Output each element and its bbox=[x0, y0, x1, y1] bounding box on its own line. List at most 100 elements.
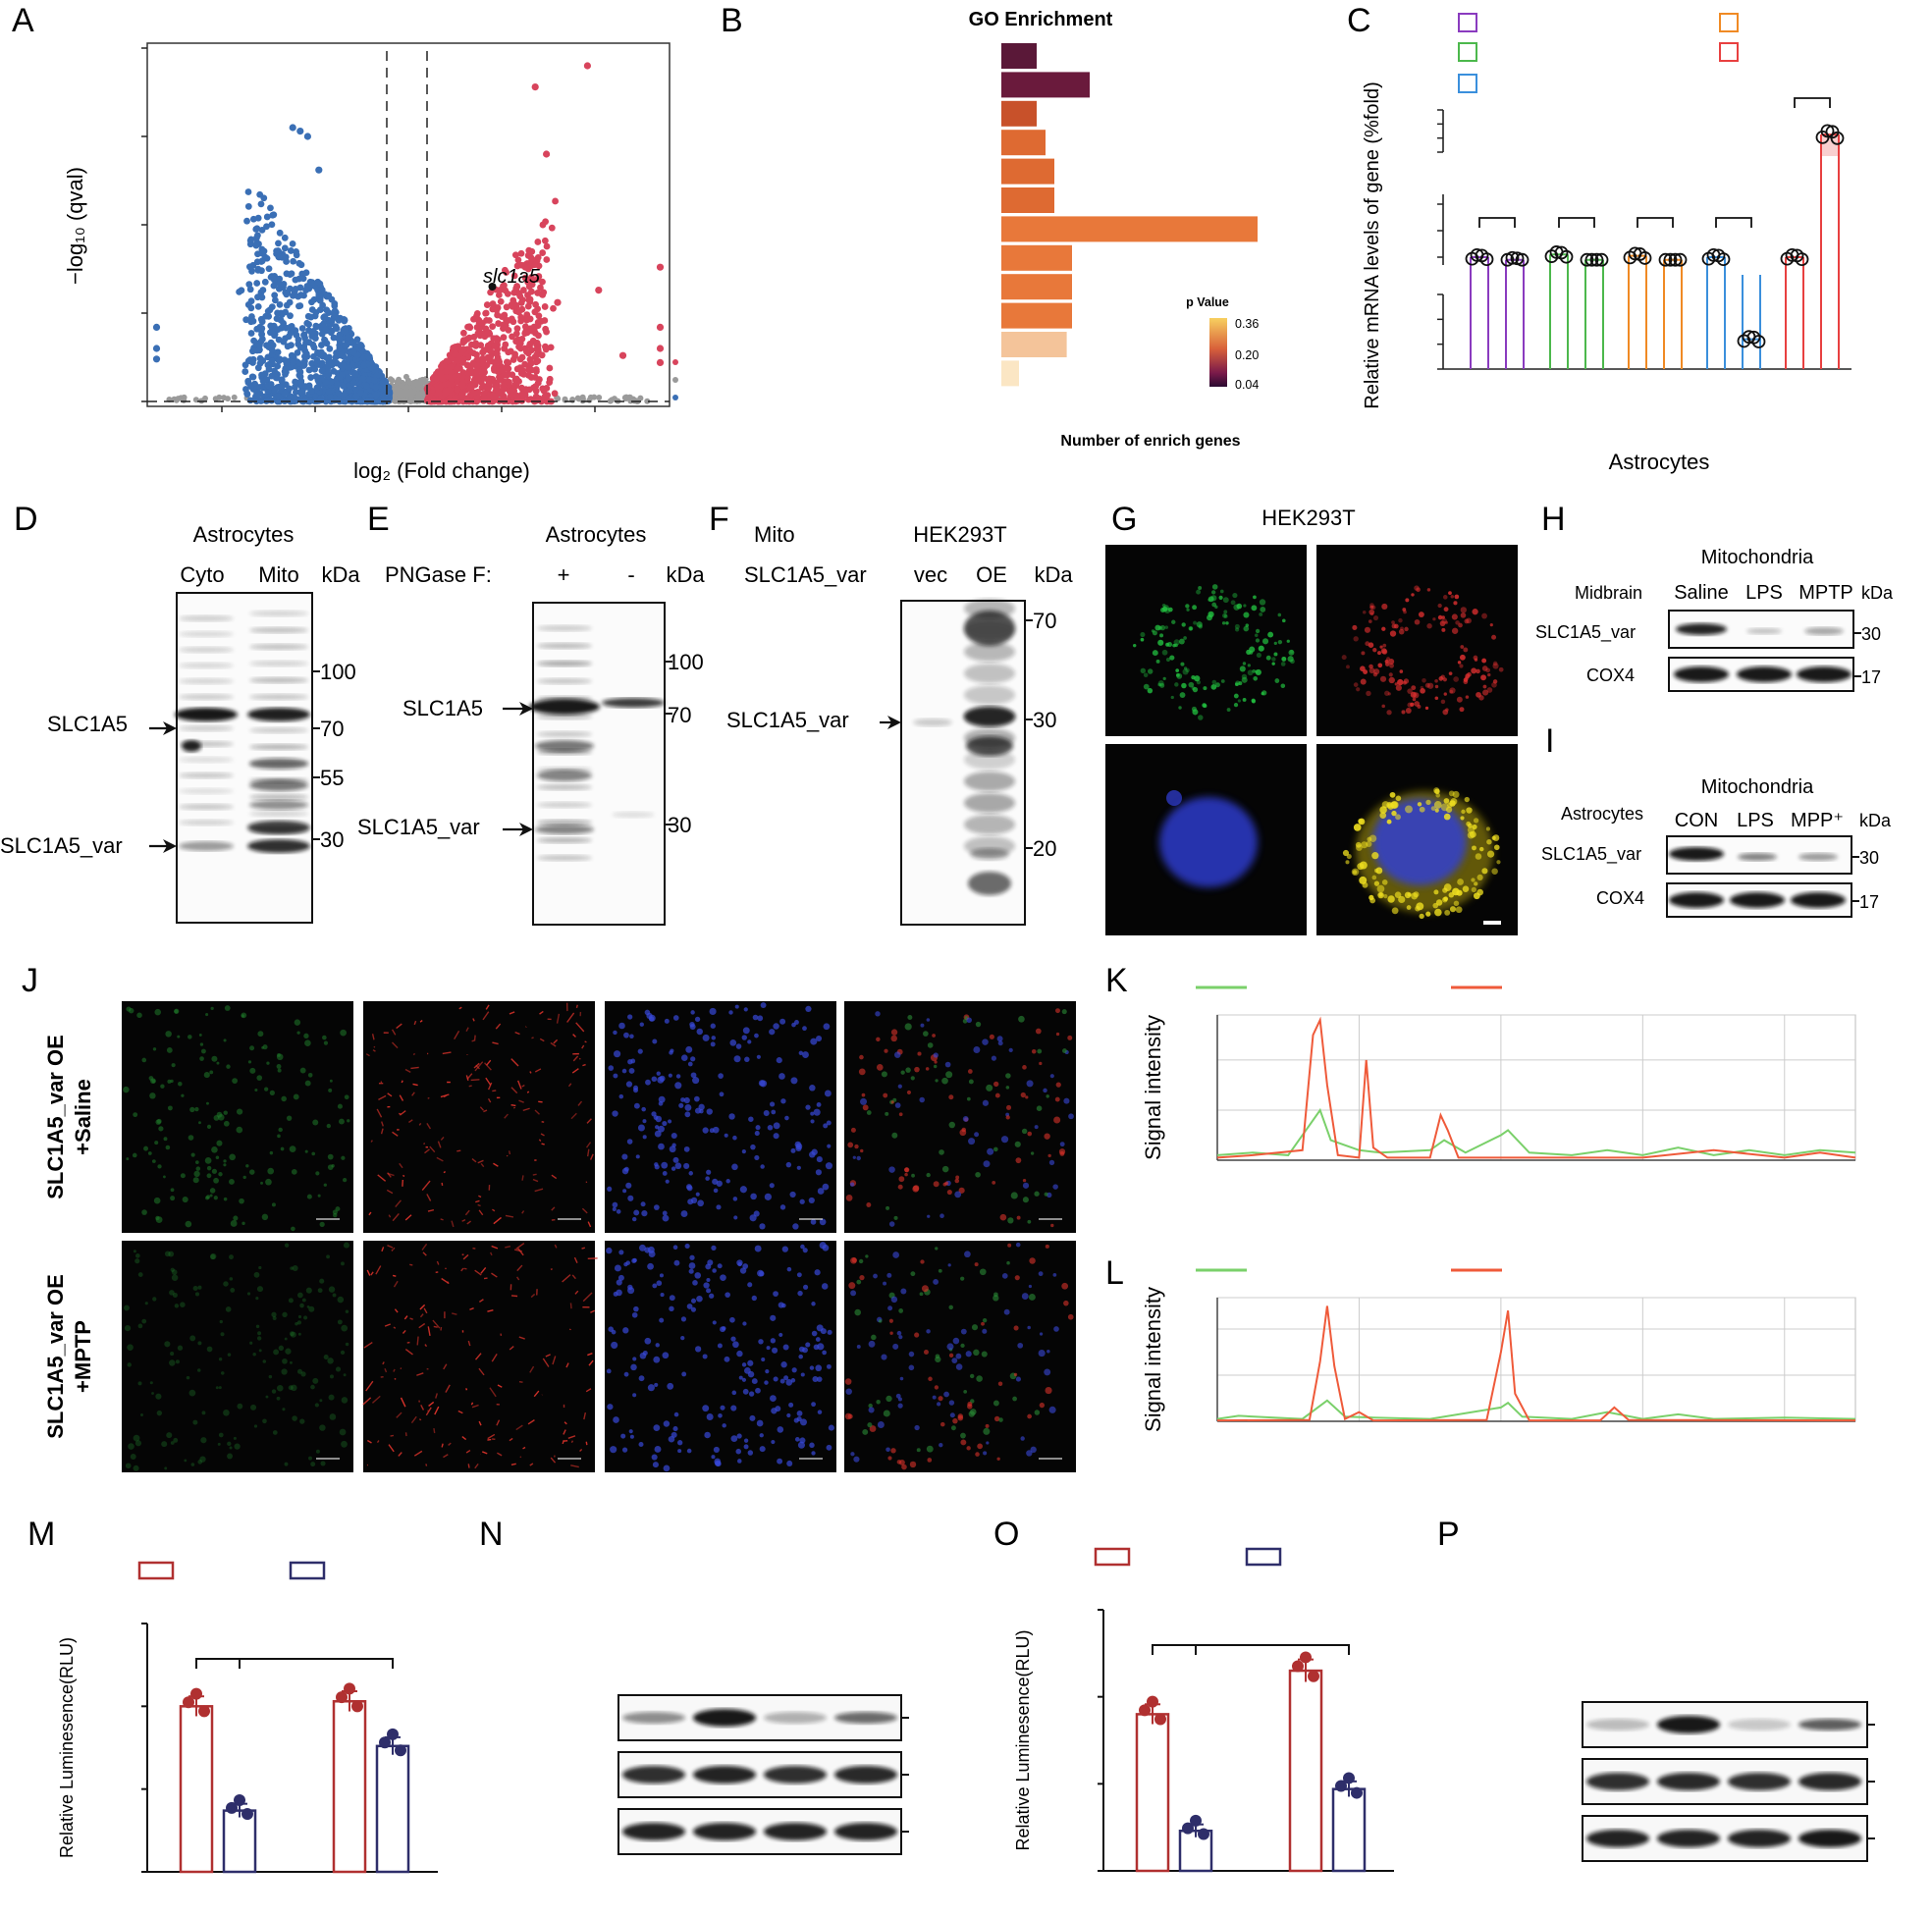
j-signal bbox=[926, 1329, 931, 1334]
point-down bbox=[282, 308, 290, 316]
j-signal bbox=[748, 1116, 754, 1122]
j-signal bbox=[213, 1177, 219, 1184]
puncta bbox=[1379, 645, 1383, 649]
puncta bbox=[1267, 631, 1274, 638]
point-down bbox=[262, 376, 270, 384]
point-up bbox=[539, 249, 547, 256]
j-signal bbox=[694, 1346, 702, 1353]
j-signal bbox=[720, 1326, 725, 1333]
puncta bbox=[1368, 609, 1375, 615]
j-signal bbox=[489, 1387, 497, 1398]
point-no bbox=[562, 397, 568, 403]
j-signal bbox=[433, 1325, 438, 1328]
point-up bbox=[542, 394, 549, 400]
j-signal bbox=[521, 1175, 524, 1181]
puncta bbox=[1489, 623, 1493, 627]
puncta bbox=[1377, 663, 1383, 668]
j-signal bbox=[741, 1362, 747, 1367]
puncta bbox=[1223, 613, 1228, 618]
point-outlier bbox=[152, 345, 161, 352]
j-signal bbox=[242, 1221, 245, 1225]
j-signal bbox=[884, 1048, 888, 1053]
point-up bbox=[510, 289, 518, 296]
point-up bbox=[552, 197, 559, 205]
puncta bbox=[1157, 639, 1164, 646]
j-signal bbox=[968, 1138, 976, 1145]
legend-swatch bbox=[1719, 42, 1739, 62]
j-signal bbox=[769, 1395, 777, 1402]
j-signal bbox=[826, 1363, 832, 1369]
j-signal bbox=[890, 1296, 898, 1304]
j-signal bbox=[728, 1113, 735, 1120]
j-signal bbox=[404, 1348, 413, 1356]
j-signal bbox=[310, 1462, 316, 1467]
j-signal bbox=[432, 1319, 441, 1329]
point-up bbox=[517, 384, 525, 392]
j-signal bbox=[1044, 1368, 1051, 1376]
j-signal bbox=[174, 1304, 180, 1308]
blot-d-lane-2: Mito bbox=[258, 562, 299, 587]
j-signal bbox=[1036, 1105, 1043, 1111]
j-signal bbox=[686, 1304, 693, 1309]
qpcr-axes bbox=[1437, 109, 1852, 370]
j-signal bbox=[904, 1023, 912, 1031]
puncta bbox=[1352, 624, 1358, 630]
point-no bbox=[644, 398, 651, 404]
puncta bbox=[1465, 695, 1470, 699]
j-signal bbox=[927, 1458, 933, 1463]
j-signal bbox=[733, 1215, 738, 1220]
j-signal bbox=[556, 1013, 561, 1024]
j-signal bbox=[567, 1435, 576, 1439]
point-up bbox=[474, 388, 482, 396]
puncta bbox=[1450, 594, 1455, 599]
puncta bbox=[1403, 678, 1410, 684]
point-no bbox=[403, 393, 410, 399]
j-signal bbox=[282, 1408, 286, 1411]
j-signal bbox=[651, 1111, 657, 1117]
j-signal bbox=[442, 1051, 452, 1055]
point-no bbox=[408, 393, 415, 399]
j-signal bbox=[1016, 1215, 1021, 1220]
puncta bbox=[1379, 675, 1387, 682]
puncta bbox=[1251, 698, 1256, 703]
puncta bbox=[1407, 702, 1413, 708]
j-signal bbox=[803, 1284, 809, 1290]
puncta bbox=[1443, 798, 1450, 804]
puncta bbox=[1361, 651, 1366, 656]
point-down bbox=[299, 275, 307, 283]
puncta bbox=[1482, 684, 1487, 689]
j-signal bbox=[1006, 1260, 1010, 1265]
puncta bbox=[1475, 853, 1482, 860]
go-bar bbox=[1001, 274, 1072, 300]
j-signal bbox=[340, 1350, 346, 1356]
puncta bbox=[1420, 688, 1425, 694]
j-signal bbox=[220, 1371, 225, 1375]
puncta bbox=[1368, 667, 1375, 674]
j-signal bbox=[742, 1388, 749, 1395]
j-signal bbox=[945, 1071, 953, 1079]
point-outlier bbox=[152, 323, 161, 331]
puncta bbox=[1164, 607, 1171, 614]
point-down bbox=[331, 302, 339, 309]
j-signal bbox=[128, 1007, 134, 1014]
j-signal bbox=[637, 1048, 643, 1054]
j-signal bbox=[973, 1046, 981, 1053]
puncta bbox=[1280, 662, 1286, 666]
colorbar bbox=[1209, 318, 1227, 387]
j-signal bbox=[642, 1135, 647, 1140]
j-signal bbox=[722, 1423, 726, 1428]
puncta bbox=[1258, 645, 1264, 652]
j-signal bbox=[739, 1186, 747, 1194]
sig-bracket bbox=[1715, 217, 1752, 228]
j-signal bbox=[982, 1317, 988, 1323]
point-down bbox=[289, 358, 296, 366]
point-outlier bbox=[296, 128, 304, 135]
point-up bbox=[531, 308, 539, 316]
j-signal bbox=[200, 1437, 207, 1444]
j-signal bbox=[205, 1196, 210, 1200]
j-signal bbox=[730, 1435, 738, 1442]
point-up bbox=[503, 303, 510, 311]
panel-label-e: E bbox=[367, 501, 390, 538]
j-signal bbox=[134, 1258, 140, 1264]
point-down bbox=[257, 200, 265, 208]
